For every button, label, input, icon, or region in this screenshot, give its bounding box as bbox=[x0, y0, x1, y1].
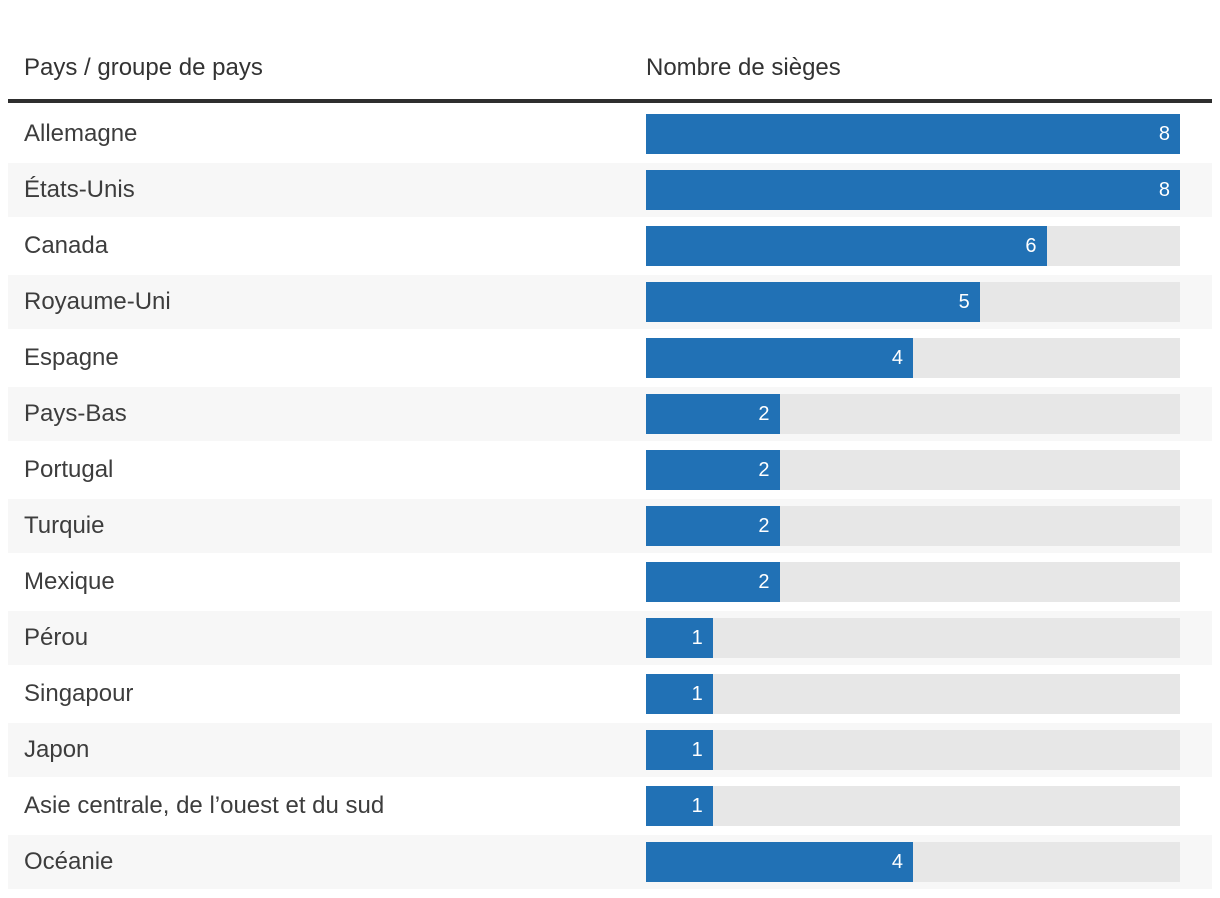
bar-cell: 1 bbox=[646, 786, 1180, 826]
seat-count-label: 1 bbox=[691, 627, 703, 649]
country-label: Singapour bbox=[24, 680, 134, 707]
table-row: Japon 1 bbox=[8, 723, 1212, 777]
seat-count-label: 1 bbox=[691, 683, 703, 705]
table-row: Pays-Bas 2 bbox=[8, 387, 1212, 441]
bar-cell: 4 bbox=[646, 338, 1180, 378]
bar-track: 1 bbox=[646, 618, 1180, 658]
country-label: États-Unis bbox=[24, 176, 135, 203]
table-row: Asie centrale, de l’ouest et du sud 1 bbox=[8, 779, 1212, 833]
seat-count-label: 8 bbox=[1158, 123, 1170, 145]
bar-cell: 1 bbox=[646, 618, 1180, 658]
seat-bar: 1 bbox=[646, 730, 713, 770]
seat-count-label: 2 bbox=[758, 515, 770, 537]
table-row: Turquie 2 bbox=[8, 499, 1212, 553]
seat-count-label: 2 bbox=[758, 403, 770, 425]
bar-cell: 8 bbox=[646, 114, 1180, 154]
bar-cell: 8 bbox=[646, 170, 1180, 210]
country-label: Pays-Bas bbox=[24, 400, 127, 427]
seats-bar-table: Pays / groupe de pays Nombre de sièges A… bbox=[8, 0, 1212, 889]
bar-track: 2 bbox=[646, 450, 1180, 490]
bar-cell: 1 bbox=[646, 730, 1180, 770]
bar-cell: 6 bbox=[646, 226, 1180, 266]
bar-track: 1 bbox=[646, 674, 1180, 714]
table-body: Allemagne 8 États-Unis 8 Canada 6 Royaume-Uni 5… bbox=[8, 107, 1212, 889]
country-label: Royaume-Uni bbox=[24, 288, 171, 315]
seat-bar: 8 bbox=[646, 170, 1180, 210]
table-row: Espagne 4 bbox=[8, 331, 1212, 385]
country-label: Turquie bbox=[24, 512, 105, 539]
bar-track: 2 bbox=[646, 394, 1180, 434]
bar-track: 5 bbox=[646, 282, 1180, 322]
table-row: Allemagne 8 bbox=[8, 107, 1212, 161]
country-label: Portugal bbox=[24, 456, 114, 483]
table-header: Pays / groupe de pays Nombre de sièges bbox=[8, 0, 1212, 103]
seat-bar: 4 bbox=[646, 842, 913, 882]
column-header-seats: Nombre de sièges bbox=[646, 54, 841, 81]
bar-cell: 2 bbox=[646, 394, 1180, 434]
country-label: Espagne bbox=[24, 344, 119, 371]
bar-track: 8 bbox=[646, 170, 1180, 210]
table-row: Mexique 2 bbox=[8, 555, 1212, 609]
seat-bar: 6 bbox=[646, 226, 1047, 266]
bar-track: 4 bbox=[646, 842, 1180, 882]
seat-bar: 2 bbox=[646, 562, 780, 602]
seat-count-label: 5 bbox=[958, 291, 970, 313]
seat-bar: 4 bbox=[646, 338, 913, 378]
bar-track: 2 bbox=[646, 506, 1180, 546]
country-label: Canada bbox=[24, 232, 109, 259]
seat-bar: 8 bbox=[646, 114, 1180, 154]
country-label: Japon bbox=[24, 736, 90, 763]
table-row: Canada 6 bbox=[8, 219, 1212, 273]
bar-cell: 4 bbox=[646, 842, 1180, 882]
bar-track: 4 bbox=[646, 338, 1180, 378]
seat-count-label: 8 bbox=[1158, 179, 1170, 201]
bar-cell: 5 bbox=[646, 282, 1180, 322]
table-row: États-Unis 8 bbox=[8, 163, 1212, 217]
bar-track: 6 bbox=[646, 226, 1180, 266]
table-row: Singapour 1 bbox=[8, 667, 1212, 721]
bar-track: 2 bbox=[646, 562, 1180, 602]
seat-bar: 2 bbox=[646, 394, 780, 434]
seat-count-label: 1 bbox=[691, 739, 703, 761]
table-row: Portugal 2 bbox=[8, 443, 1212, 497]
seat-bar: 2 bbox=[646, 506, 780, 546]
country-label: Asie centrale, de l’ouest et du sud bbox=[24, 792, 385, 819]
table-row: Royaume-Uni 5 bbox=[8, 275, 1212, 329]
country-label: Mexique bbox=[24, 568, 115, 595]
seat-bar: 5 bbox=[646, 282, 980, 322]
bar-track: 8 bbox=[646, 114, 1180, 154]
table-row: Océanie 4 bbox=[8, 835, 1212, 889]
seat-count-label: 4 bbox=[891, 851, 903, 873]
seat-count-label: 2 bbox=[758, 571, 770, 593]
country-label: Océanie bbox=[24, 848, 114, 875]
country-label: Pérou bbox=[24, 624, 89, 651]
country-label: Allemagne bbox=[24, 120, 138, 147]
bar-cell: 2 bbox=[646, 450, 1180, 490]
seat-count-label: 2 bbox=[758, 459, 770, 481]
seat-bar: 1 bbox=[646, 674, 713, 714]
seat-bar: 1 bbox=[646, 618, 713, 658]
seat-count-label: 6 bbox=[1025, 235, 1037, 257]
column-header-country: Pays / groupe de pays bbox=[24, 54, 263, 81]
seat-bar: 1 bbox=[646, 786, 713, 826]
table-row: Pérou 1 bbox=[8, 611, 1212, 665]
bar-cell: 2 bbox=[646, 506, 1180, 546]
seat-count-label: 4 bbox=[891, 347, 903, 369]
bar-cell: 1 bbox=[646, 674, 1180, 714]
bar-track: 1 bbox=[646, 786, 1180, 826]
seat-count-label: 1 bbox=[691, 795, 703, 817]
bar-cell: 2 bbox=[646, 562, 1180, 602]
seat-bar: 2 bbox=[646, 450, 780, 490]
bar-track: 1 bbox=[646, 730, 1180, 770]
